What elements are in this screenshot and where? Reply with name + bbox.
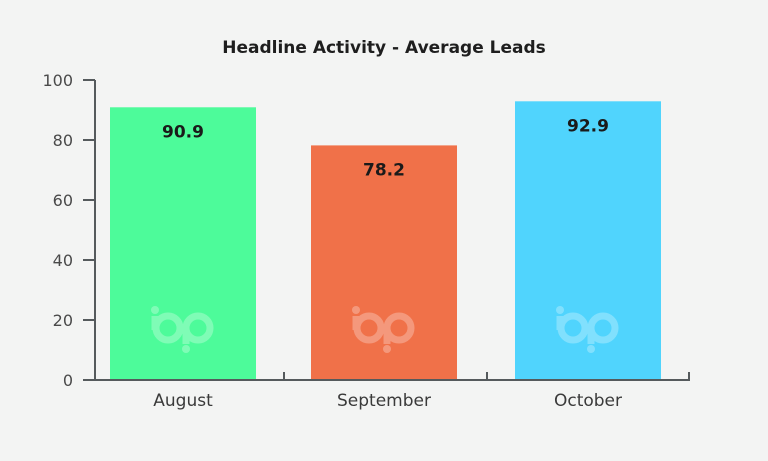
x-axis: August September October (95, 372, 690, 411)
y-tick-label: 40 (53, 251, 73, 270)
bp-logo-icon (556, 306, 619, 353)
chart-title: Headline Activity - Average Leads (222, 38, 546, 58)
bar (110, 107, 256, 381)
bar (311, 145, 457, 380)
y-axis: 0 20 40 60 80 100 (42, 71, 96, 390)
y-tick-label: 100 (42, 71, 73, 90)
data-label: 90.9 (162, 122, 204, 142)
bar-group: 90.9 (110, 107, 256, 381)
bp-logo-icon (151, 306, 214, 353)
x-tick-label: October (554, 391, 622, 411)
y-tick-label: 80 (53, 131, 73, 150)
data-label: 78.2 (363, 160, 405, 180)
data-label: 92.9 (567, 116, 609, 136)
y-tick-label: 60 (53, 191, 73, 210)
x-tick-label: September (337, 391, 431, 411)
y-tick-label: 20 (53, 311, 73, 330)
bar (515, 101, 661, 381)
bp-logo-icon (352, 306, 415, 353)
x-tick-label: August (153, 391, 213, 411)
y-tick-label: 0 (63, 371, 73, 390)
bar-group: 78.2 (311, 145, 457, 380)
bars-group: 90.9 78.2 92.9 (110, 101, 661, 381)
bar-group: 92.9 (515, 101, 661, 381)
